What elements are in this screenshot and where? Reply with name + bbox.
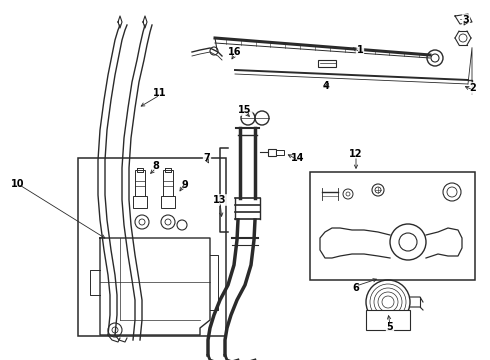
Bar — [366, 310, 410, 330]
Bar — [78, 158, 226, 336]
Text: 6: 6 — [353, 283, 359, 293]
Text: 12: 12 — [349, 149, 363, 159]
Text: 3: 3 — [463, 15, 469, 25]
Text: 9: 9 — [182, 180, 188, 190]
Text: 5: 5 — [387, 322, 393, 332]
Text: 4: 4 — [322, 81, 329, 91]
Text: 13: 13 — [213, 195, 227, 205]
Text: 11: 11 — [153, 88, 167, 98]
Bar — [268, 149, 276, 156]
Text: 8: 8 — [152, 161, 159, 171]
Text: 15: 15 — [238, 105, 252, 115]
Text: 1: 1 — [357, 45, 364, 55]
Text: 16: 16 — [228, 47, 242, 57]
Text: 10: 10 — [11, 179, 25, 189]
Text: 2: 2 — [469, 83, 476, 93]
Bar — [133, 196, 147, 208]
Bar — [135, 170, 145, 198]
Bar — [318, 60, 336, 67]
Bar — [310, 172, 475, 280]
Text: 14: 14 — [291, 153, 305, 163]
Bar — [161, 196, 175, 208]
Bar — [276, 150, 284, 155]
Bar — [163, 170, 173, 198]
Text: 7: 7 — [204, 153, 210, 163]
